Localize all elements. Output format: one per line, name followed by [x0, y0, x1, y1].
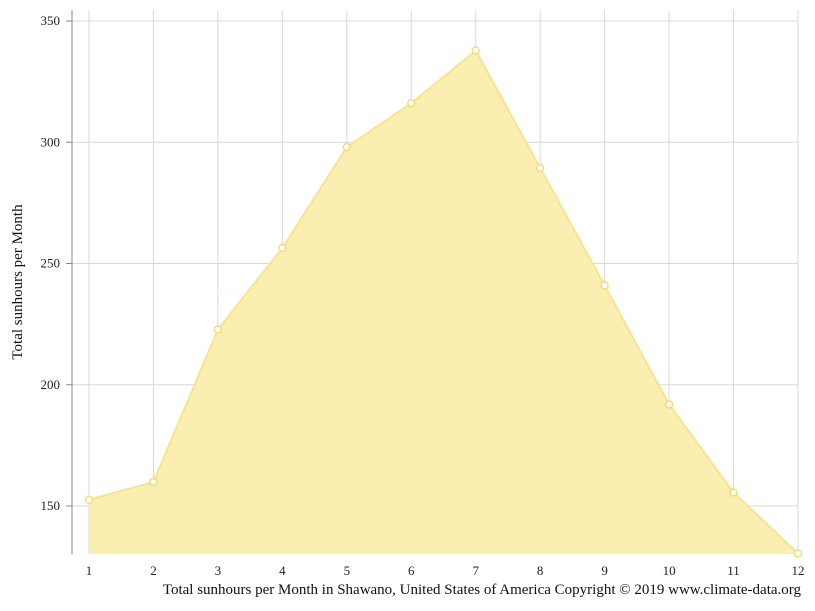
data-point [278, 243, 287, 253]
axes [66, 10, 73, 554]
data-point [664, 400, 674, 409]
x-tick-label: 1 [86, 563, 93, 578]
y-tick-label: 350 [41, 13, 61, 28]
x-tick-label: 5 [344, 563, 351, 578]
data-point [793, 549, 803, 558]
x-tick-label: 7 [472, 563, 479, 578]
data-points [84, 46, 803, 558]
data-point [729, 488, 738, 497]
x-tick-label: 10 [663, 563, 676, 578]
y-tick-label: 300 [41, 134, 61, 149]
y-tick-label: 250 [41, 256, 61, 271]
area-fill [89, 50, 798, 555]
data-point [600, 281, 609, 290]
y-tick-label: 150 [41, 498, 61, 513]
area-series [88, 49, 799, 555]
x-tick-label: 8 [537, 563, 544, 578]
x-tick-label: 2 [150, 563, 157, 578]
data-point [536, 163, 545, 173]
data-point [407, 99, 416, 108]
x-tick-label: 3 [215, 563, 222, 578]
y-axis-title: Total sunhours per Month [10, 204, 26, 360]
y-tick-label: 200 [41, 377, 61, 392]
data-point [149, 477, 158, 487]
data-point [342, 142, 351, 152]
x-tick-label: 12 [792, 563, 805, 578]
chart-caption: Total sunhours per Month in Shawano, Uni… [162, 582, 801, 598]
x-tick-label: 11 [727, 563, 740, 578]
x-tick-label: 6 [408, 563, 415, 578]
x-tick-label: 4 [279, 563, 286, 578]
data-point [213, 325, 223, 334]
data-point [471, 46, 480, 55]
series-line [88, 49, 799, 555]
data-point [84, 495, 94, 504]
x-tick-label: 9 [601, 563, 608, 578]
